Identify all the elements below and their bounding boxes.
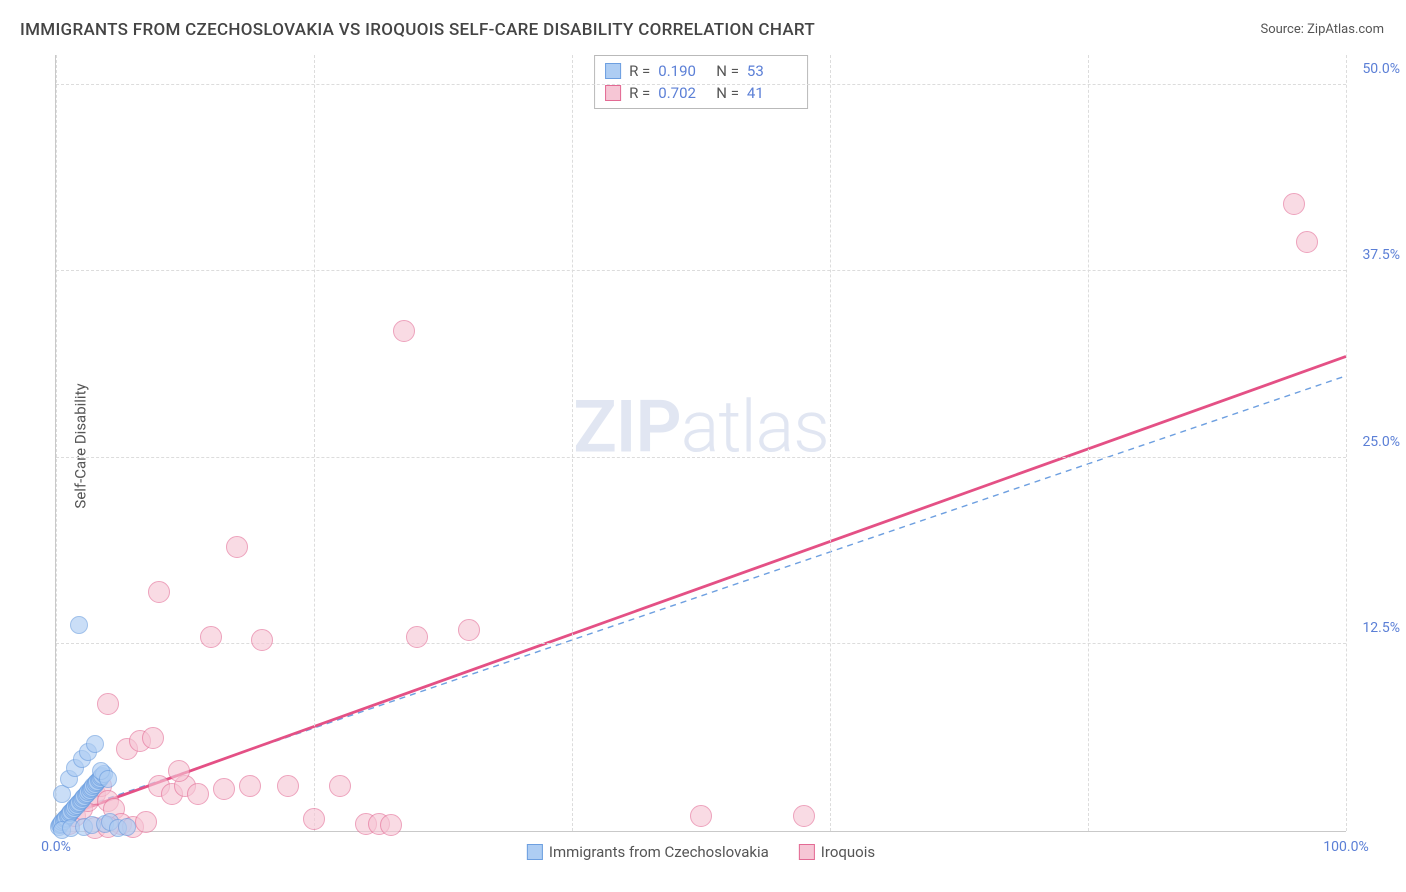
n-value-a: 53 (747, 62, 797, 80)
y-tick-label: 25.0% (1362, 434, 1400, 450)
gridline-v (56, 55, 57, 831)
scatter-point (793, 805, 815, 827)
gridline-h (56, 84, 1346, 85)
legend-label-a: Immigrants from Czechoslovakia (549, 843, 769, 861)
scatter-point (393, 320, 415, 342)
swatch-a (605, 63, 621, 79)
scatter-point (690, 805, 712, 827)
scatter-point (99, 770, 117, 788)
source-prefix: Source: (1260, 22, 1307, 37)
trendlines (56, 55, 1346, 831)
scatter-point (1296, 231, 1318, 253)
scatter-point (303, 808, 325, 830)
r-value-b: 0.702 (658, 84, 708, 102)
scatter-point (200, 626, 222, 648)
gridline-h (56, 457, 1346, 458)
scatter-point (277, 775, 299, 797)
trendline (56, 356, 1346, 819)
scatter-point (239, 775, 261, 797)
scatter-point (380, 814, 402, 836)
r-value-a: 0.190 (658, 62, 708, 80)
legend-item-b: Iroquois (799, 843, 875, 861)
n-label-a: N = (716, 62, 739, 80)
legend-swatch-b (799, 844, 815, 860)
scatter-point (406, 626, 428, 648)
gridline-h (56, 270, 1346, 271)
stats-legend: R = 0.190 N = 53 R = 0.702 N = 41 (594, 55, 808, 109)
scatter-point (226, 536, 248, 558)
stats-row-a: R = 0.190 N = 53 (605, 60, 797, 82)
scatter-point (86, 735, 104, 753)
gridline-v (572, 55, 573, 831)
r-label-a: R = (629, 62, 650, 80)
scatter-point (251, 629, 273, 651)
legend-item-a: Immigrants from Czechoslovakia (527, 843, 769, 861)
x-tick-label: 0.0% (41, 839, 71, 855)
source-name: ZipAtlas.com (1307, 22, 1384, 37)
legend-swatch-a (527, 844, 543, 860)
n-label-b: N = (716, 84, 739, 102)
scatter-point (135, 811, 157, 833)
gridline-v (1346, 55, 1347, 831)
scatter-point (187, 783, 209, 805)
legend-label-b: Iroquois (821, 843, 875, 861)
r-label-b: R = (629, 84, 650, 102)
scatter-point (70, 616, 88, 634)
x-axis-legend: Immigrants from Czechoslovakia Iroquois (527, 843, 875, 861)
x-tick-label: 100.0% (1323, 839, 1368, 855)
scatter-point (168, 760, 190, 782)
scatter-point (148, 581, 170, 603)
scatter-point (118, 818, 136, 836)
n-value-b: 41 (747, 84, 797, 102)
chart-title: IMMIGRANTS FROM CZECHOSLOVAKIA VS IROQUO… (20, 20, 815, 40)
gridline-v (830, 55, 831, 831)
stats-row-b: R = 0.702 N = 41 (605, 82, 797, 104)
y-tick-label: 37.5% (1362, 247, 1400, 263)
swatch-b (605, 85, 621, 101)
gridline-v (314, 55, 315, 831)
source-label: Source: ZipAtlas.com (1260, 22, 1384, 37)
scatter-point (458, 619, 480, 641)
y-tick-label: 50.0% (1362, 61, 1400, 77)
scatter-point (1283, 193, 1305, 215)
scatter-point (97, 693, 119, 715)
scatter-point (142, 727, 164, 749)
y-tick-label: 12.5% (1362, 620, 1400, 636)
scatter-point (329, 775, 351, 797)
scatter-point (213, 778, 235, 800)
gridline-v (1088, 55, 1089, 831)
plot-area: ZIPatlas R = 0.190 N = 53 R = 0.702 N = … (55, 55, 1346, 832)
gridline-h (56, 643, 1346, 644)
